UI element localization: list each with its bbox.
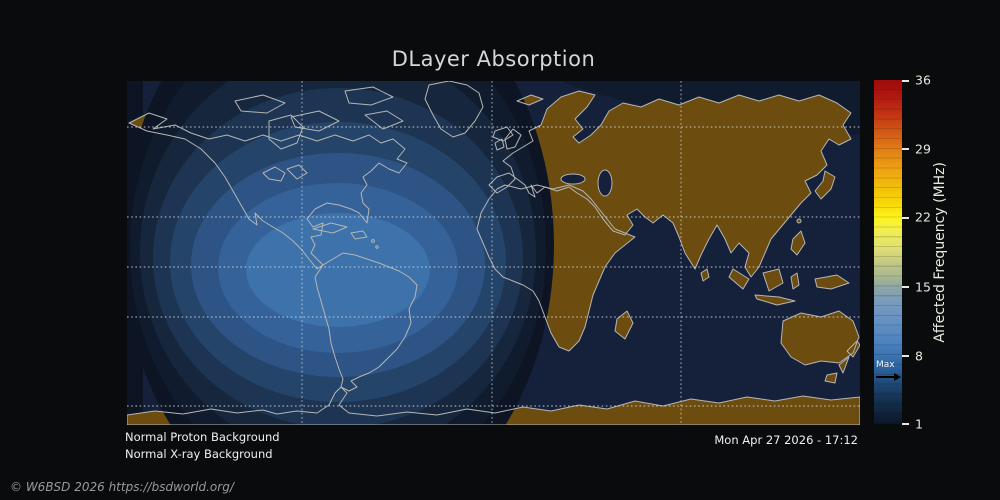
max-marker-label: Max <box>876 360 895 370</box>
page-title: DLayer Absorption <box>391 47 596 71</box>
tick-label: 36 <box>915 72 931 88</box>
colorbar-tick: 36 <box>902 73 931 87</box>
tick-mark <box>902 216 909 219</box>
proton-status: Normal Proton Background <box>125 430 280 444</box>
tick-mark <box>902 423 909 425</box>
tick-label: 22 <box>915 209 931 225</box>
arrow-head <box>894 373 901 381</box>
tick-label: 15 <box>915 279 931 294</box>
colorbar-tick: 8 <box>902 349 923 363</box>
tick-mark <box>902 286 909 288</box>
tick-label: 29 <box>915 141 931 156</box>
tick-mark <box>902 148 909 150</box>
frequency-colorbar <box>874 80 902 424</box>
colorbar-tick: 29 <box>902 142 931 156</box>
graticule <box>127 81 860 425</box>
tick-mark <box>902 79 909 82</box>
tick-label: 1 <box>915 416 923 431</box>
absorption-band-max <box>246 213 430 327</box>
colorbar-ticks: 36 29 22 15 8 1 <box>902 73 972 431</box>
arrow-shaft <box>876 376 895 378</box>
xray-status: Normal X-ray Background <box>125 447 273 461</box>
colorbar-tick: 1 <box>902 417 923 431</box>
map-svg <box>127 81 860 425</box>
world-absorption-map <box>127 81 860 425</box>
background-status: Normal Proton Background Normal X-ray Ba… <box>125 429 280 463</box>
colorbar-steps <box>874 80 902 424</box>
colorbar-axis-label-box: Affected Frequency (MHz) <box>928 80 952 424</box>
tick-label: 8 <box>915 348 923 363</box>
colorbar-gradient <box>874 80 902 424</box>
colorbar-tick: 15 <box>902 280 931 294</box>
map-timestamp: Mon Apr 27 2026 - 17:12 <box>714 433 858 447</box>
copyright-notice: © W6BSD 2026 https://bsdworld.org/ <box>10 480 234 494</box>
tick-mark <box>902 355 909 357</box>
max-absorption-marker: Max <box>874 360 902 381</box>
colorbar-tick: 22 <box>902 210 931 224</box>
max-marker-arrow-icon <box>874 373 902 381</box>
colorbar-axis-label: Affected Frequency (MHz) <box>932 161 948 343</box>
